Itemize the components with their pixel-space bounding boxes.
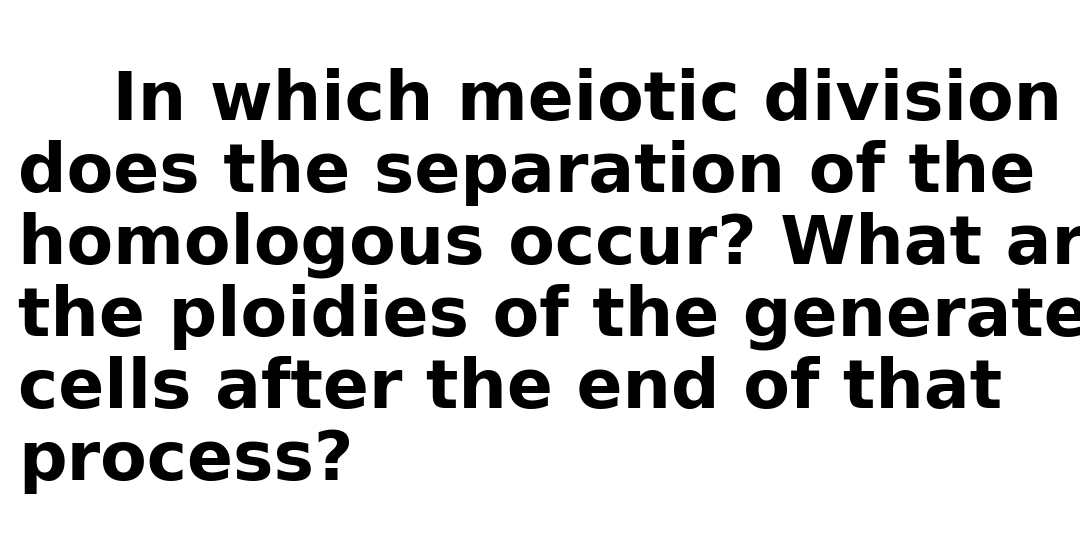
Text: In which meiotic division: In which meiotic division (18, 68, 1062, 134)
Text: homologous occur? What are: homologous occur? What are (18, 212, 1080, 279)
Text: cells after the end of that: cells after the end of that (18, 356, 1002, 422)
Text: process?: process? (18, 428, 353, 494)
Text: the ploidies of the generated: the ploidies of the generated (18, 284, 1080, 350)
Text: does the separation of the: does the separation of the (18, 140, 1036, 206)
